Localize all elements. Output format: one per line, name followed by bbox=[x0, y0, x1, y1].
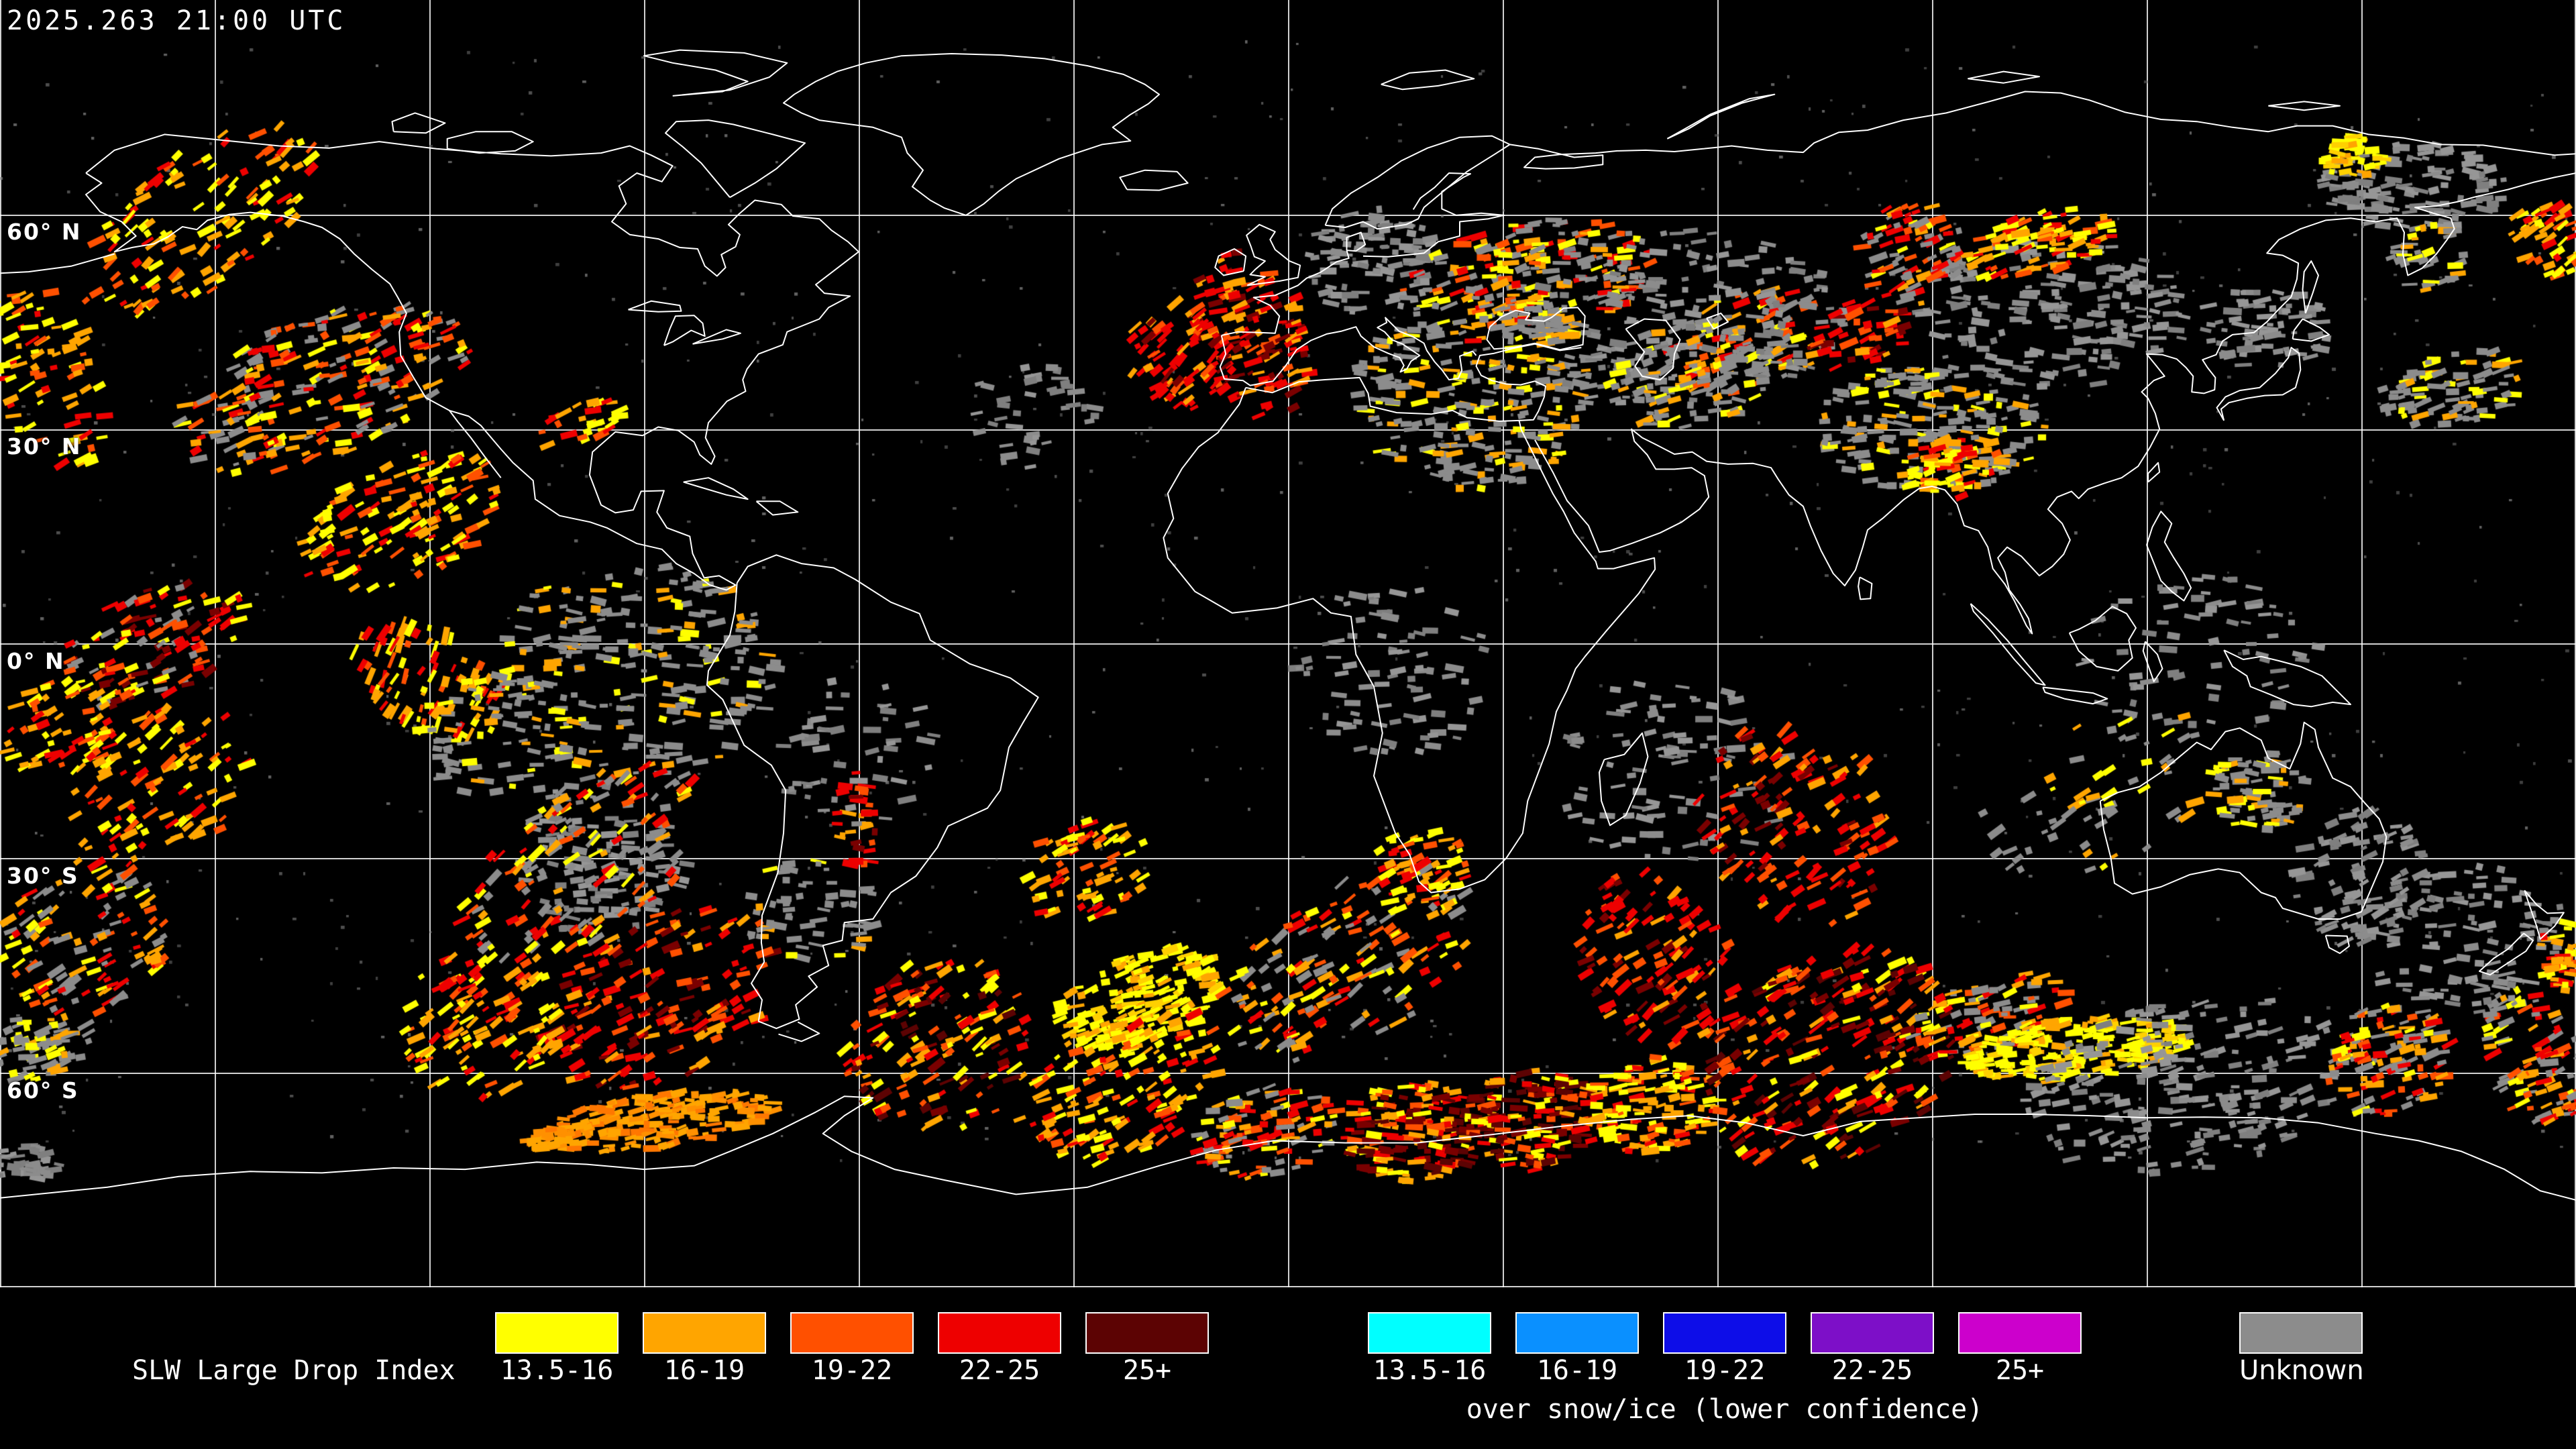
coastline bbox=[1362, 172, 1505, 258]
coastline bbox=[1534, 172, 2576, 635]
legend-label-normal: 19-22 bbox=[811, 1355, 893, 1386]
legend-label-snow-ice: 22-25 bbox=[1831, 1355, 1913, 1386]
coastline bbox=[2479, 932, 2534, 976]
legend-label-snow-ice: 16-19 bbox=[1536, 1355, 1618, 1386]
coastline bbox=[1968, 70, 2040, 84]
coastline bbox=[2142, 641, 2163, 682]
latitude-label: 30° N bbox=[7, 433, 82, 460]
coastline bbox=[1119, 169, 1189, 191]
coastline bbox=[2147, 462, 2161, 483]
legend: SLW Large Drop Index 13.5-16 16-19 19-22 22… bbox=[0, 1288, 2576, 1449]
coastline bbox=[1346, 231, 1366, 252]
coastline bbox=[1381, 69, 1475, 91]
coastline bbox=[692, 329, 741, 345]
coastline bbox=[2524, 890, 2565, 940]
coastline bbox=[665, 119, 806, 199]
legend-swatch-snow-ice bbox=[1368, 1312, 1491, 1354]
legend-swatch-normal bbox=[938, 1312, 1061, 1354]
legend-label-normal: 25+ bbox=[1122, 1355, 1172, 1386]
legend-swatch-normal bbox=[643, 1312, 766, 1354]
legend-label-normal: 13.5-16 bbox=[500, 1355, 614, 1386]
coastline bbox=[628, 300, 682, 313]
coastline bbox=[2099, 721, 2387, 920]
legend-swatch-snow-ice bbox=[1811, 1312, 1934, 1354]
legend-label-snow-ice: 13.5-16 bbox=[1373, 1355, 1487, 1386]
legend-swatch-normal bbox=[790, 1312, 914, 1354]
coastline bbox=[706, 554, 1039, 1030]
coastline bbox=[683, 477, 749, 500]
coastline bbox=[755, 500, 799, 516]
coastline bbox=[2302, 260, 2319, 314]
coastline bbox=[2068, 606, 2137, 672]
coastline bbox=[1214, 248, 1247, 276]
legend-swatch-snow-ice bbox=[1515, 1312, 1639, 1354]
coastline bbox=[1486, 307, 1586, 351]
legend-snow-ice-caption: over snow/ice (lower confidence) bbox=[1466, 1394, 1984, 1425]
legend-swatch-unknown bbox=[2239, 1312, 2363, 1354]
coastline bbox=[778, 1021, 820, 1042]
coastline bbox=[391, 112, 446, 134]
coastline bbox=[2324, 934, 2350, 955]
coastlines-layer bbox=[0, 49, 2576, 1201]
coastline bbox=[2223, 649, 2351, 708]
legend-swatch-snow-ice bbox=[1663, 1312, 1786, 1354]
coastline bbox=[663, 315, 706, 346]
coastline bbox=[2292, 318, 2330, 342]
coastline bbox=[1246, 223, 1301, 286]
coastline bbox=[1706, 313, 1729, 330]
coastline bbox=[1324, 135, 1511, 230]
coastline bbox=[643, 49, 788, 97]
coastline bbox=[1666, 93, 1776, 140]
legend-label-snow-ice: 19-22 bbox=[1684, 1355, 1766, 1386]
coastline bbox=[1475, 343, 1582, 421]
timestamp: 2025.263 21:00 UTC bbox=[7, 5, 346, 36]
coastline bbox=[1221, 250, 1350, 336]
coastline bbox=[1599, 732, 1649, 826]
coastline bbox=[783, 53, 1160, 216]
coastline bbox=[449, 410, 502, 478]
coastline bbox=[2042, 686, 2108, 705]
legend-swatch-normal bbox=[1085, 1312, 1209, 1354]
legend-label-normal: 22-25 bbox=[959, 1355, 1040, 1386]
legend-label-snow-ice: 25+ bbox=[1995, 1355, 2045, 1386]
legend-label-normal: 16-19 bbox=[663, 1355, 745, 1386]
coastline bbox=[2268, 101, 2341, 111]
coastline bbox=[2146, 511, 2192, 602]
coastline bbox=[2216, 347, 2302, 421]
latitude-label: 60° S bbox=[7, 1077, 79, 1104]
world-map: 60° N 30° N 0° N 30° S 60° S 2025.263 21:00 … bbox=[0, 0, 2576, 1288]
legend-label-unknown: Unknown bbox=[2239, 1355, 2364, 1386]
coastline bbox=[1858, 576, 1873, 600]
coastline bbox=[1509, 91, 2576, 170]
latitude-label: 0° N bbox=[7, 648, 65, 674]
coastline bbox=[446, 131, 534, 154]
coastline bbox=[85, 133, 859, 591]
coastline bbox=[1219, 317, 1477, 386]
coastline bbox=[1625, 318, 1681, 381]
latitude-label: 60° N bbox=[7, 219, 82, 245]
coastline bbox=[1970, 603, 2046, 686]
coastline bbox=[0, 1095, 2576, 1201]
legend-swatch-snow-ice bbox=[1958, 1312, 2082, 1354]
coastline bbox=[0, 253, 115, 274]
latitude-label: 30° S bbox=[7, 863, 79, 889]
coastline bbox=[1163, 376, 1656, 894]
legend-title: SLW Large Drop Index bbox=[132, 1355, 455, 1386]
legend-swatch-normal bbox=[495, 1312, 619, 1354]
